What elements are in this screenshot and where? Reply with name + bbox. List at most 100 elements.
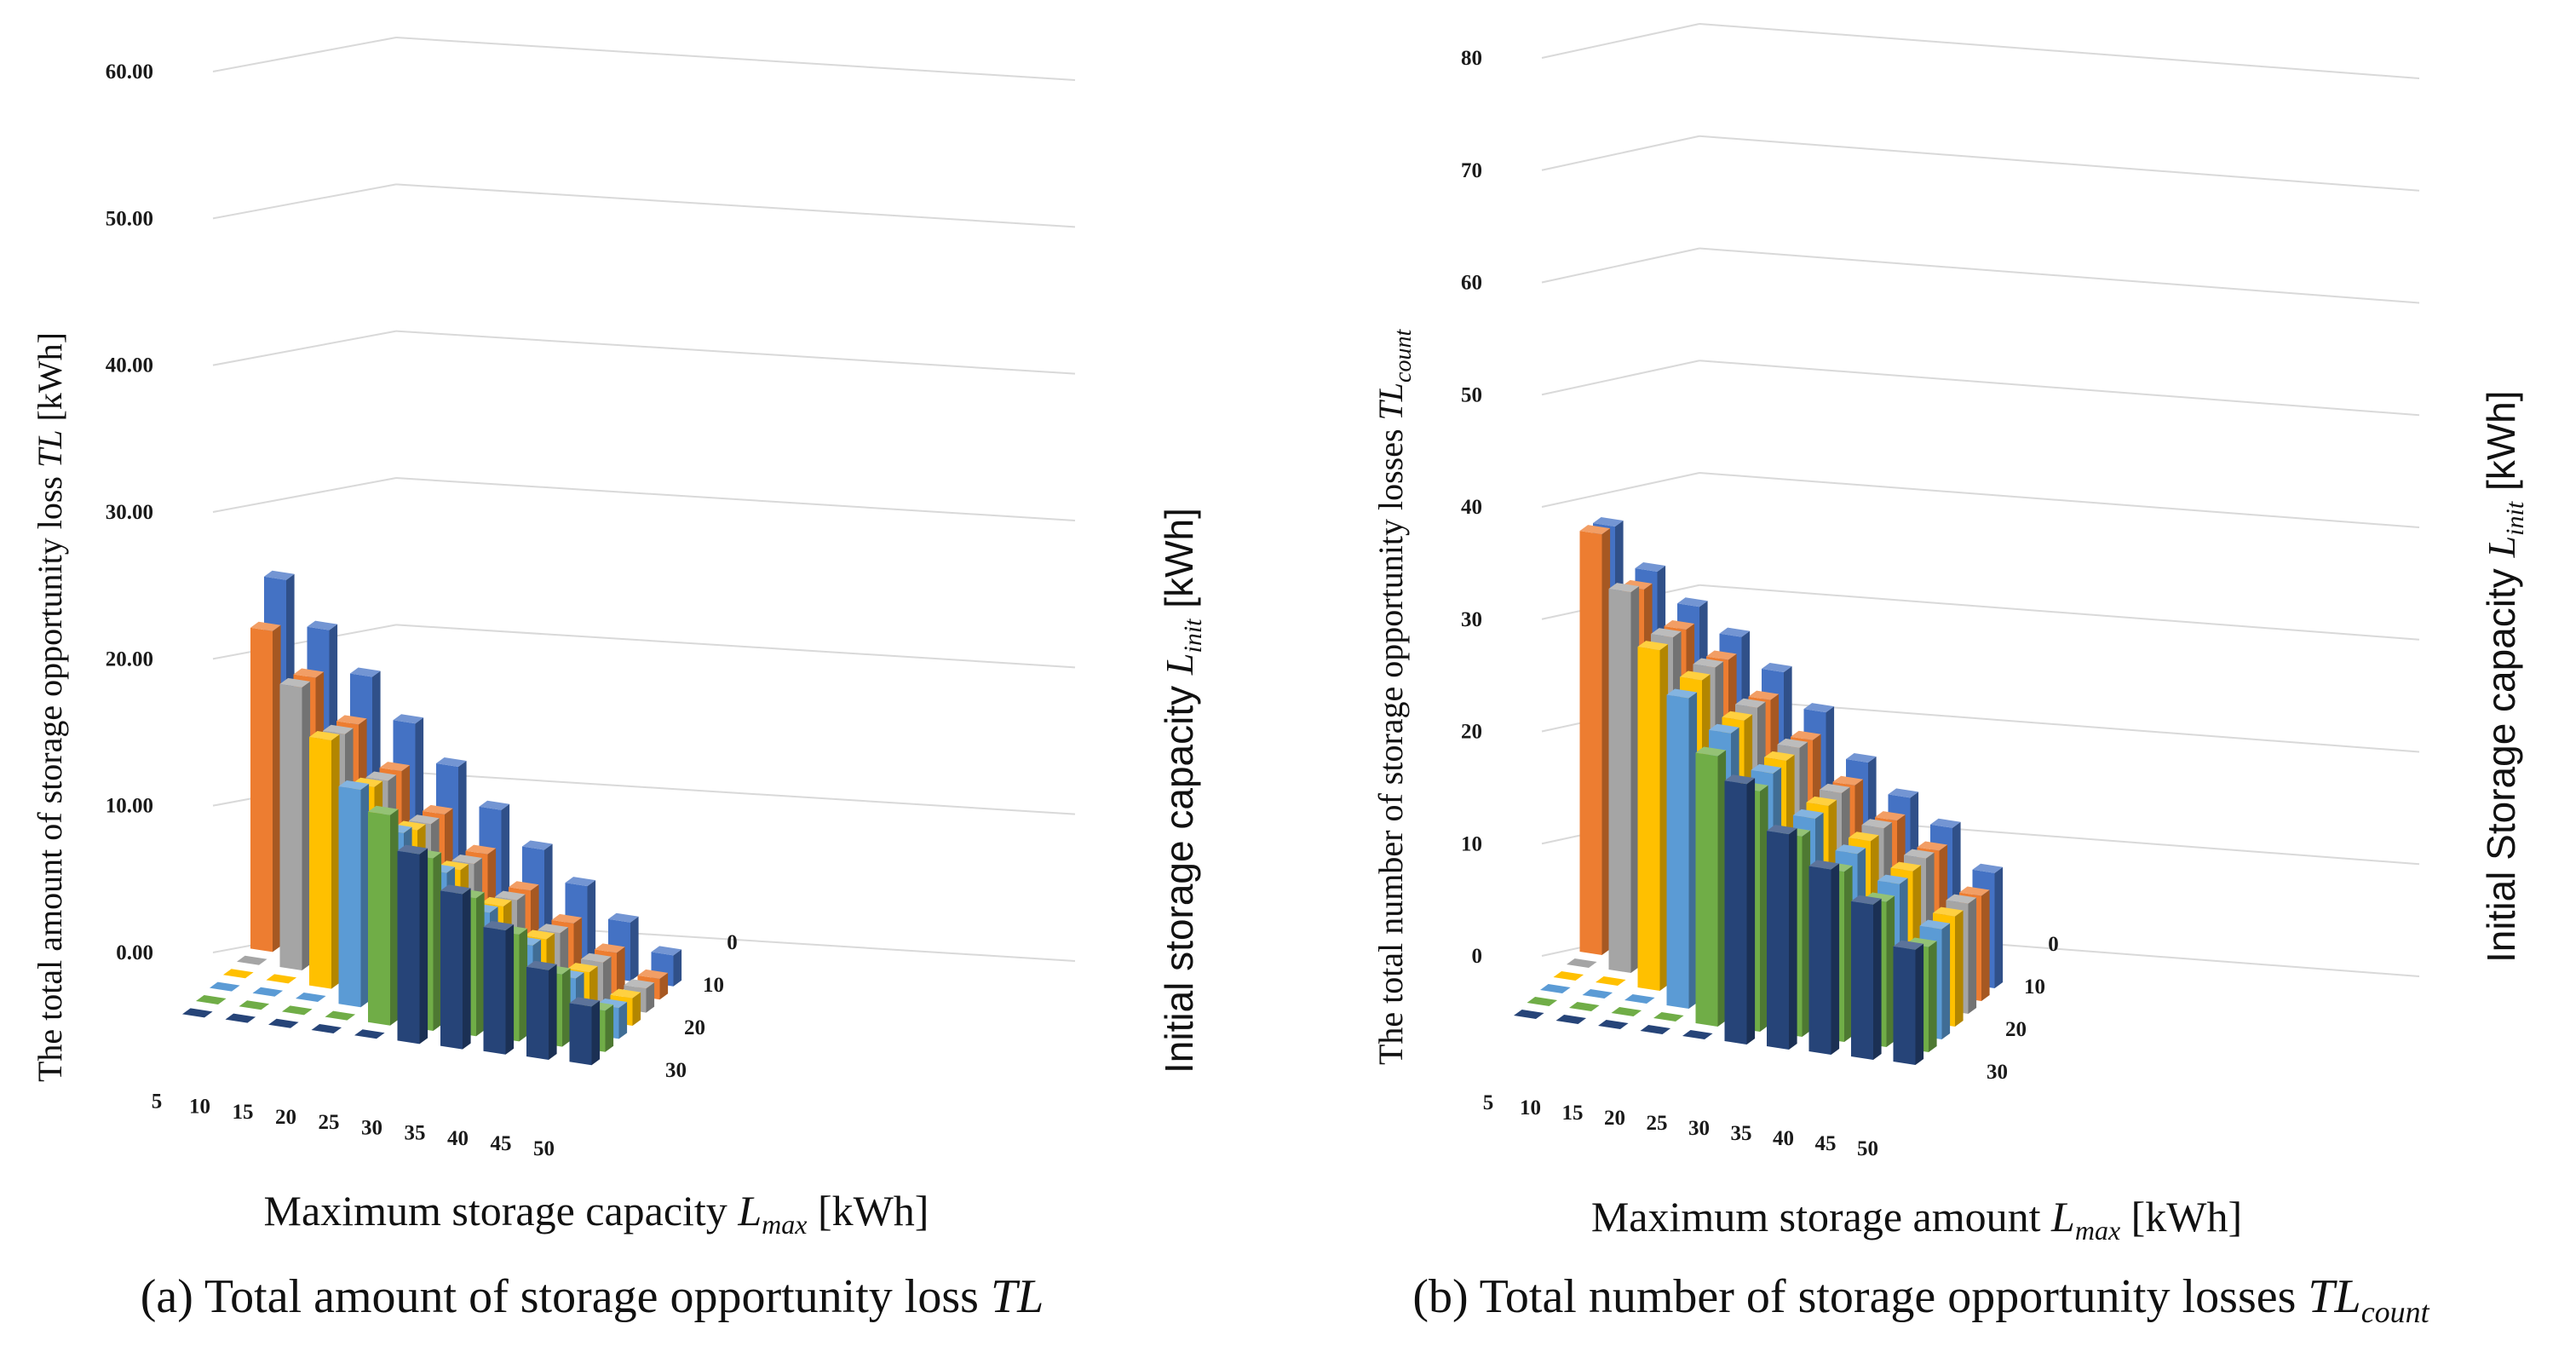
bar bbox=[526, 960, 557, 1060]
x-tick-label: 30 bbox=[361, 1116, 382, 1139]
y-tick-label: 20.00 bbox=[106, 647, 153, 670]
bar bbox=[1666, 688, 1698, 1009]
x-tick-label: 50 bbox=[533, 1137, 555, 1160]
bar bbox=[279, 677, 311, 970]
y-tick-label: 50 bbox=[1461, 383, 1482, 406]
bar-marker bbox=[237, 955, 267, 965]
x-tick-label: 45 bbox=[491, 1132, 512, 1155]
bar bbox=[338, 780, 370, 1008]
bar-marker bbox=[1596, 976, 1626, 986]
x-tick-label: 35 bbox=[1731, 1122, 1752, 1145]
y-tick-label: 60.00 bbox=[106, 60, 153, 83]
depth-tick-labels-b: 010 20 30 bbox=[1987, 933, 2059, 1084]
gridline-back bbox=[395, 330, 1076, 375]
gridline-back bbox=[395, 183, 1076, 228]
bar-marker bbox=[239, 1000, 270, 1010]
bar-marker bbox=[223, 969, 254, 979]
bar-marker bbox=[282, 1005, 313, 1016]
y-tick-label: 10 bbox=[1461, 832, 1482, 855]
bar-marker bbox=[196, 995, 227, 1004]
bar bbox=[569, 997, 601, 1066]
bar bbox=[397, 844, 428, 1045]
x-tick-label: 35 bbox=[405, 1122, 426, 1145]
y-tick-label: 30 bbox=[1461, 608, 1482, 631]
bar-marker bbox=[182, 1008, 213, 1018]
gridline-left bbox=[212, 37, 397, 72]
gridline-back bbox=[395, 37, 1076, 81]
bar-marker bbox=[296, 993, 326, 1002]
x-tick-label: 5 bbox=[1483, 1091, 1494, 1114]
x-axis-title-b: Maximum storage amount Lmax [kWh] bbox=[1591, 1193, 2242, 1246]
bar-marker bbox=[354, 1029, 385, 1039]
y-tick-label: 10.00 bbox=[106, 795, 153, 818]
y-tick-label: 50.00 bbox=[106, 207, 153, 230]
bar-marker bbox=[268, 1018, 299, 1028]
y-tick-labels-b: 0 10 20 30 40 50 60 70 80 bbox=[1461, 47, 1482, 968]
gridline-back bbox=[395, 477, 1076, 521]
x-tick-labels-a: 5 10 15 20 25 30 35 40 45 50 bbox=[152, 1090, 555, 1160]
bar-marker bbox=[1514, 1010, 1544, 1019]
bar-marker bbox=[1555, 1015, 1587, 1024]
bar bbox=[1851, 895, 1882, 1060]
gridline-left bbox=[212, 183, 397, 220]
bars-a bbox=[182, 570, 682, 1066]
depth-tick-label: 20 bbox=[2005, 1018, 2027, 1041]
y-tick-label: 40.00 bbox=[106, 354, 153, 377]
bar bbox=[1695, 746, 1727, 1027]
bar-marker bbox=[325, 1010, 356, 1021]
chart-panel-a: 0.00 10.00 20.00 30.00 40.00 50.00 60.00 5 10 15… bbox=[31, 37, 1207, 1323]
bar bbox=[368, 805, 399, 1026]
gridline-left bbox=[212, 477, 397, 513]
x-tick-label: 20 bbox=[1604, 1107, 1625, 1130]
gridline-back bbox=[395, 624, 1076, 669]
bar-marker bbox=[1527, 997, 1558, 1006]
depth-tick-label: 0 bbox=[2048, 933, 2059, 956]
gridline-back bbox=[1699, 247, 2420, 304]
bar bbox=[1608, 583, 1640, 973]
caption-a: (a) Total amount of storage opportunity … bbox=[141, 1270, 1044, 1323]
y-axis-title-a: The total amount of storage opportunity … bbox=[31, 332, 69, 1082]
gridline-back bbox=[1699, 135, 2420, 192]
x-tick-label: 50 bbox=[1857, 1137, 1878, 1160]
gridline-back bbox=[395, 770, 1076, 815]
x-tick-label: 15 bbox=[1562, 1102, 1584, 1125]
bar-marker bbox=[1611, 1007, 1642, 1016]
depth-tick-labels-a: 010 20 30 bbox=[665, 931, 738, 1082]
bars-b bbox=[1514, 516, 2004, 1065]
y-tick-label: 20 bbox=[1461, 721, 1482, 744]
gridline-left bbox=[1541, 360, 1700, 396]
x-tick-label: 15 bbox=[233, 1101, 254, 1124]
depth-tick-label: 10 bbox=[703, 974, 724, 997]
bar-marker bbox=[1624, 994, 1655, 1004]
bar bbox=[250, 621, 281, 952]
bar bbox=[483, 921, 515, 1055]
gridline-back bbox=[1699, 472, 2420, 528]
depth-axis-title-a: Initial storage capacity Linit [kWh] bbox=[1157, 508, 1207, 1073]
x-tick-label: 25 bbox=[1647, 1112, 1668, 1135]
bar bbox=[1808, 860, 1840, 1055]
x-tick-label: 10 bbox=[189, 1096, 210, 1119]
x-axis-title-a: Maximum storage capacity Lmax [kWh] bbox=[264, 1187, 929, 1240]
depth-tick-label: 20 bbox=[684, 1016, 705, 1039]
bar bbox=[1724, 774, 1756, 1045]
gridline-left bbox=[212, 330, 397, 366]
bar-marker bbox=[252, 987, 284, 997]
bar-marker bbox=[1540, 984, 1571, 993]
bar-marker bbox=[1582, 989, 1613, 999]
depth-tick-label: 30 bbox=[1987, 1061, 2008, 1084]
bar-marker bbox=[1653, 1012, 1684, 1022]
bar-marker bbox=[1640, 1025, 1671, 1034]
bar bbox=[1579, 525, 1611, 955]
bar-marker bbox=[1553, 971, 1584, 981]
x-tick-label: 40 bbox=[1773, 1127, 1794, 1150]
bar-marker bbox=[311, 1024, 342, 1033]
y-axis-title-b: The total number of storage opportunity … bbox=[1371, 329, 1417, 1065]
gridline-back bbox=[1699, 360, 2420, 417]
gridline-left bbox=[212, 624, 397, 660]
caption-b: (b) Total number of storage opportunity … bbox=[1412, 1270, 2429, 1329]
gridline-left bbox=[1541, 472, 1700, 508]
bar-marker bbox=[210, 981, 240, 992]
grid-a bbox=[212, 37, 1076, 962]
bar-marker bbox=[266, 974, 297, 984]
